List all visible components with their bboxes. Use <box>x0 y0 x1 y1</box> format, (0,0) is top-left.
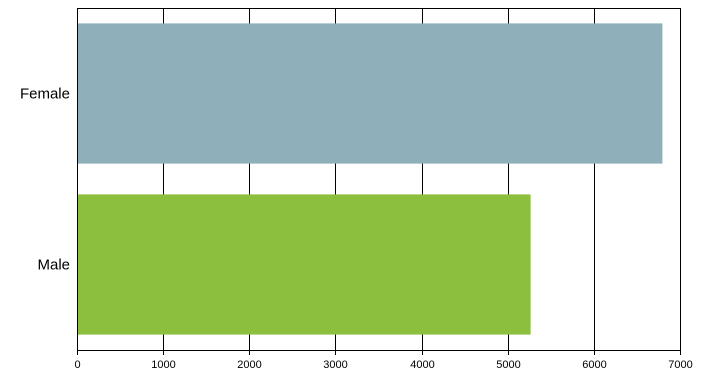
x-tick-label-2000: 2000 <box>237 359 261 371</box>
category-labels: Female Male <box>20 86 70 274</box>
category-label-male: Male <box>37 257 70 274</box>
x-tick-label-1000: 1000 <box>151 359 175 371</box>
x-axis-tick-labels: 0 1000 2000 3000 4000 5000 6000 7000 <box>74 359 692 371</box>
x-tick-label-3000: 3000 <box>323 359 347 371</box>
x-tick-label-4000: 4000 <box>410 359 434 371</box>
category-label-female: Female <box>20 86 70 103</box>
bar-female <box>77 23 663 164</box>
plot-frame <box>77 8 681 351</box>
x-tick-label-7000: 7000 <box>668 359 692 371</box>
x-tick-label-5000: 5000 <box>496 359 520 371</box>
x-tick-label-6000: 6000 <box>582 359 606 371</box>
bars <box>77 23 663 335</box>
x-tick-label-0: 0 <box>74 359 80 371</box>
bar-male <box>77 194 531 335</box>
